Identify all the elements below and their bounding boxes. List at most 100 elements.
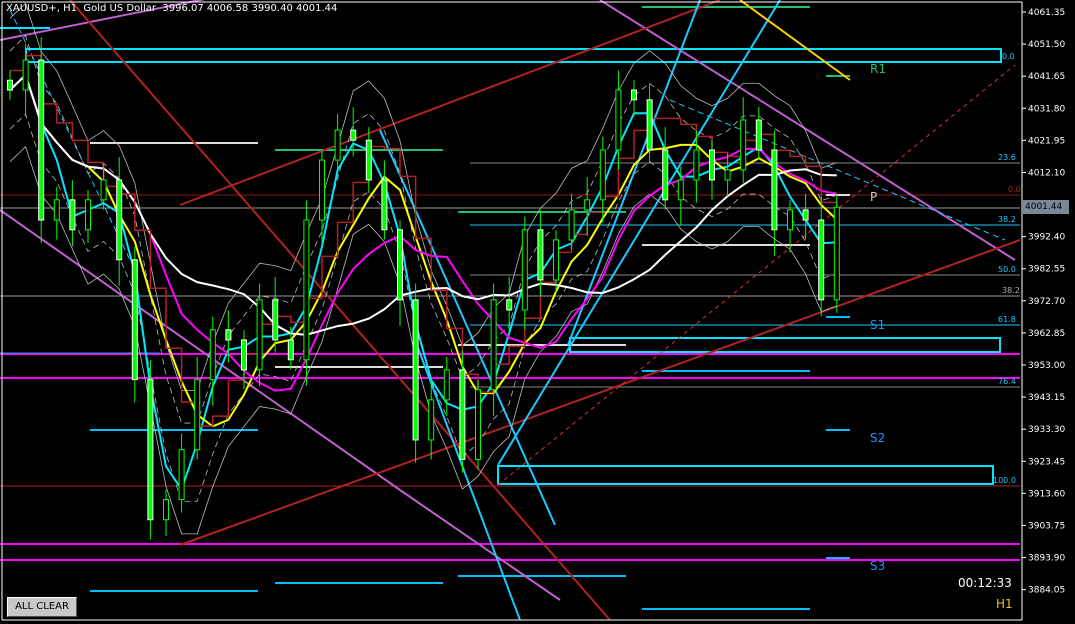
candle (787, 200, 793, 253)
candle (163, 489, 169, 537)
candle (412, 283, 419, 463)
axis-tick-label: 4012.10 (1028, 168, 1065, 178)
candle (568, 193, 575, 250)
candle (365, 127, 372, 193)
trendline[interactable] (669, 99, 1006, 241)
candle (53, 186, 60, 240)
ma-yellow-line (9, 73, 838, 428)
trendline[interactable] (69, 0, 611, 621)
axis-tick-label: 3953.00 (1028, 361, 1065, 371)
support-zone-1[interactable] (569, 337, 1001, 353)
close-price: 4001.44 (296, 3, 338, 14)
trendline[interactable] (0, 209, 401, 491)
stepped-indicator-line (10, 54, 838, 427)
trendline[interactable] (179, 0, 721, 206)
candle (428, 377, 435, 460)
candle (303, 200, 310, 386)
candle (334, 113, 341, 180)
fib-label: 23.6 (998, 153, 1016, 162)
candle (178, 433, 185, 513)
pivot-r1-label: R1 (870, 62, 886, 76)
axis-tick-label: 3962.85 (1028, 329, 1065, 339)
candle (7, 70, 13, 100)
candle (709, 140, 715, 200)
candle (553, 230, 559, 294)
fib-label: 0.0 (1002, 52, 1015, 61)
trendline[interactable] (567, 0, 701, 346)
axis-tick-label: 3943.15 (1028, 393, 1065, 403)
trendline[interactable] (599, 0, 1016, 261)
axis-tick-label: 3982.55 (1028, 265, 1065, 275)
candle (755, 106, 762, 160)
candle (241, 330, 247, 390)
open-price: 3996.07 (162, 3, 204, 14)
axis-tick-label: 3923.45 (1028, 457, 1065, 467)
trendline[interactable] (739, 0, 851, 81)
candle (116, 157, 123, 286)
candle (631, 80, 637, 117)
trendline[interactable] (0, 0, 300, 41)
candle (225, 310, 232, 363)
candle (272, 277, 279, 353)
candle (537, 210, 544, 297)
candle (194, 356, 201, 460)
trendline[interactable] (414, 339, 521, 621)
resistance-zone[interactable] (25, 48, 1002, 63)
trendline[interactable] (179, 239, 1021, 546)
candle (381, 160, 388, 240)
candle (693, 130, 700, 203)
axis-tick-label: 3903.75 (1028, 521, 1065, 531)
axis-tick-label: 4041.65 (1028, 72, 1065, 82)
axis-tick-label: 4021.95 (1028, 136, 1065, 146)
axis-tick-label: 4051.50 (1028, 40, 1065, 50)
candle (802, 193, 809, 240)
axis-tick-label: 3933.30 (1028, 425, 1065, 435)
candle (677, 166, 684, 226)
candle-timer: 00:12:33 (958, 576, 1012, 590)
pivot-p-label: P (870, 190, 877, 204)
candle (724, 153, 731, 197)
trendline[interactable] (399, 489, 561, 601)
axis-tick-label: 4031.80 (1028, 104, 1065, 114)
candle (584, 177, 591, 236)
fib-label: 38.2 (998, 215, 1016, 224)
candle (209, 316, 216, 406)
candle (131, 246, 138, 403)
candle (615, 70, 622, 170)
current-price-tag: 4001.44 (1023, 200, 1069, 214)
candle (833, 194, 840, 313)
axis-tick-label: 3893.90 (1028, 554, 1065, 564)
candle (100, 163, 107, 210)
fib-label: 100.0 (993, 476, 1016, 485)
candle (490, 283, 497, 416)
fib-label: 61.8 (998, 315, 1016, 324)
axis-tick-label: 3884.05 (1028, 586, 1065, 596)
fib-label: 38.2 (1002, 286, 1020, 295)
candle (147, 360, 154, 540)
high-price: 4006.58 (206, 3, 249, 14)
candle (475, 379, 481, 470)
trendline[interactable] (379, 129, 556, 526)
candle (319, 150, 325, 243)
candle (443, 356, 450, 417)
candle (740, 97, 747, 183)
support-zone-2[interactable] (497, 465, 994, 485)
candle (69, 180, 76, 247)
axis-tick-label: 4061.35 (1028, 8, 1065, 18)
all-clear-button[interactable]: ALL CLEAR (7, 597, 77, 617)
fib-label: 0.0 (1008, 185, 1021, 194)
fib-label: 50.0 (998, 265, 1016, 274)
trendline[interactable] (9, 9, 131, 261)
candle (521, 216, 528, 330)
candle (22, 43, 29, 117)
trendline[interactable] (497, 64, 1016, 486)
axis-tick-label: 3913.60 (1028, 489, 1065, 499)
trendline[interactable] (497, 0, 781, 466)
candle (459, 350, 466, 473)
pivot-s2-label: S2 (870, 431, 885, 445)
symbol-description: Gold US Dollar (83, 3, 156, 14)
candle (599, 136, 606, 223)
symbol-label: XAUUSD+, H1 (6, 3, 77, 14)
candle (771, 130, 778, 256)
